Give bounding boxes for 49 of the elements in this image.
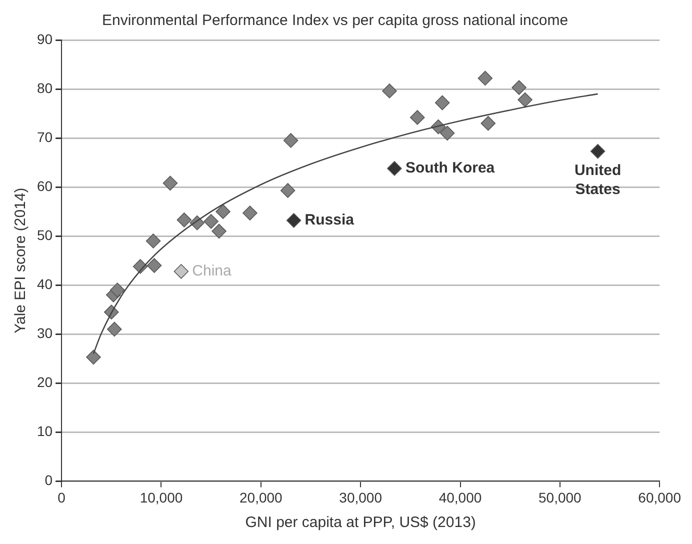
point — [518, 92, 532, 108]
y-tick-label: 20 — [36, 374, 53, 390]
y-tick-label: 70 — [36, 128, 53, 145]
point — [146, 258, 162, 273]
point — [204, 214, 218, 229]
point — [478, 70, 493, 86]
point — [216, 204, 230, 219]
x-tick-label: 40,000 — [438, 489, 482, 506]
x-tick-label: 10,000 — [140, 489, 183, 506]
y-tick-label: 10 — [36, 423, 53, 440]
point — [146, 234, 161, 248]
series-label: Russia — [304, 212, 355, 229]
point — [283, 133, 298, 148]
y-tick-label: 60 — [36, 178, 53, 194]
point — [280, 183, 296, 198]
y-tick-label: 0 — [44, 472, 53, 488]
chart-title: Environmental Performance Index vs per capita gross national income — [102, 12, 568, 30]
x-tick-label: 50,000 — [538, 489, 582, 506]
point — [162, 176, 178, 191]
point — [434, 95, 450, 110]
point — [382, 84, 397, 98]
y-tick-label: 30 — [36, 324, 53, 341]
point — [174, 264, 189, 279]
point — [590, 144, 606, 159]
point — [106, 322, 122, 337]
point — [212, 224, 226, 239]
point — [242, 206, 258, 220]
point — [512, 80, 526, 95]
series-label: China — [192, 262, 232, 280]
point — [440, 126, 455, 141]
point — [387, 161, 402, 176]
y-tick-label: 90 — [36, 30, 53, 47]
y-tick-label: 80 — [36, 80, 53, 96]
point — [410, 110, 425, 125]
y-axis-title: Yale EPI score (2014) — [12, 188, 30, 334]
y-tick-label: 40 — [36, 276, 53, 292]
x-tick-label: 0 — [58, 489, 66, 506]
x-tick-label: 30,000 — [339, 489, 382, 506]
point — [286, 213, 302, 228]
x-tick-label: 20,000 — [239, 489, 283, 506]
point — [86, 350, 101, 365]
x-axis-title: GNI per capita at PPP, US$ (2013) — [245, 514, 476, 532]
x-tick-label: 60,000 — [638, 489, 682, 506]
series-label: United States — [574, 162, 622, 198]
y-tick-label: 50 — [36, 226, 53, 243]
point — [176, 212, 192, 228]
point — [480, 116, 496, 131]
point — [110, 282, 125, 298]
series-label: South Korea — [405, 160, 496, 177]
